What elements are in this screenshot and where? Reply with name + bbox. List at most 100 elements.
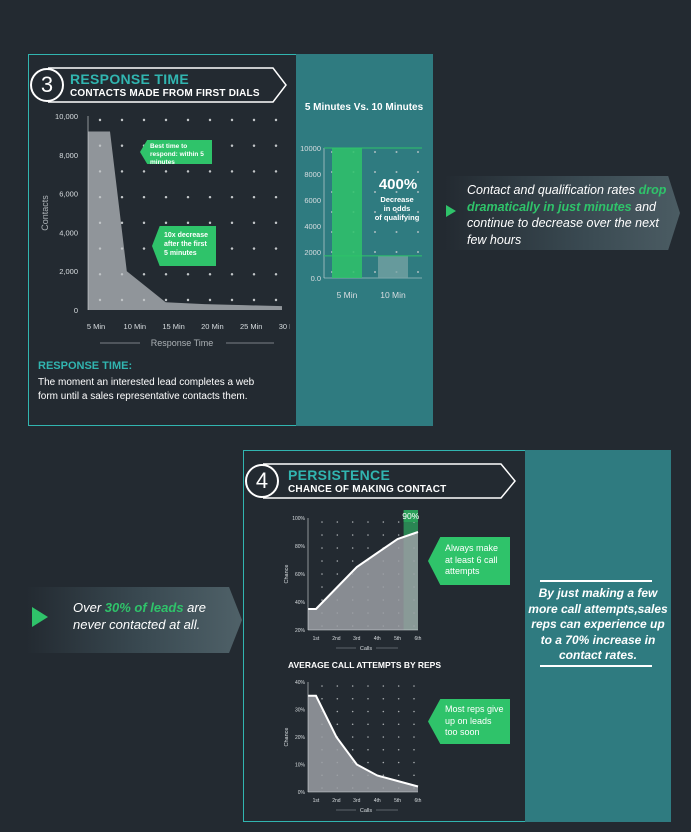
grid-dot-over <box>98 118 102 122</box>
grid-dot <box>374 171 376 173</box>
grid-dot <box>336 685 339 687</box>
grid-dot <box>395 231 398 233</box>
x-tick-label: 5th <box>394 636 401 642</box>
y-tick-label: 6000 <box>304 196 321 205</box>
y-tick-label: 4,000 <box>59 228 78 237</box>
grid-dot <box>351 723 354 726</box>
grid-dot <box>367 748 369 751</box>
grid-dot <box>367 697 369 700</box>
grid-dot-over <box>208 221 212 225</box>
grid-dot <box>397 710 400 713</box>
grid-dot <box>413 761 415 764</box>
y-tick-label: 80% <box>295 544 306 550</box>
section3-teal-panel <box>296 54 433 426</box>
grid-dot-over <box>164 170 168 173</box>
grid-dot <box>336 560 339 562</box>
grid-dot-over <box>230 170 234 173</box>
grid-dot <box>395 171 398 173</box>
grid-dot-over <box>274 273 278 276</box>
contact-rate-text: Contact and qualification rates drop dra… <box>467 182 677 248</box>
grid-dot-over <box>274 298 278 302</box>
section3-subtitle: CONTACTS MADE FROM FIRST DIALS <box>70 88 260 99</box>
grid-dot <box>397 761 400 764</box>
never-contacted-note <box>26 587 242 653</box>
grid-dot <box>397 723 400 726</box>
x-tick-label: 30 Min <box>279 322 290 331</box>
x-axis-title: Response Time <box>151 338 214 348</box>
grid-dot <box>417 251 419 253</box>
bar-1 <box>332 148 362 278</box>
x-tick-label: 20 Min <box>201 322 224 331</box>
grid-dot <box>395 151 398 153</box>
grid-dot <box>351 697 354 700</box>
grid-dot-over <box>98 247 102 250</box>
grid-dot-over <box>142 195 146 199</box>
y-tick-label: 0 <box>74 306 78 315</box>
y-tick-label: 10% <box>295 763 306 769</box>
grid-dot <box>374 251 376 253</box>
section4-teal-panel <box>525 450 671 822</box>
grid-dot-over <box>274 195 278 199</box>
x-tick-label: 6th <box>415 636 422 642</box>
grid-dot-over <box>208 298 212 302</box>
grid-dot <box>413 736 415 738</box>
grid-dot-over <box>186 195 190 199</box>
x-axis-title: Calls <box>360 646 372 652</box>
grid-dot <box>321 586 323 588</box>
contact-rate-note <box>444 176 680 250</box>
grid-dot-over <box>120 273 124 276</box>
grid-dot <box>382 685 385 687</box>
increase-divider-bottom <box>540 665 652 667</box>
grid-dot <box>382 736 385 738</box>
grid-dot <box>336 547 339 549</box>
grid-dot-over <box>164 221 168 225</box>
grid-dot <box>321 573 323 575</box>
grid-dot <box>367 547 369 549</box>
grid-dot <box>351 685 354 687</box>
grid-dot-over <box>142 247 146 250</box>
grid-dot <box>382 534 385 536</box>
grid-dot <box>336 697 339 700</box>
grid-dot <box>336 723 339 726</box>
y-tick-label: 100% <box>292 516 305 522</box>
grid-dot-over <box>120 195 124 199</box>
x-tick-label: 10 Min <box>380 290 406 300</box>
grid-dot <box>397 774 400 777</box>
x-tick-label: 6th <box>415 798 422 804</box>
x-tick-label: 1st <box>313 798 320 804</box>
grid-dot <box>395 191 398 193</box>
grid-dot <box>367 736 369 738</box>
grid-dot-over <box>230 118 234 122</box>
grid-dot-over <box>142 221 146 225</box>
grid-dot <box>351 547 354 549</box>
grid-dot <box>382 697 385 700</box>
grid-dot-over <box>164 273 168 276</box>
grid-dot <box>397 736 400 738</box>
y-tick-label: 10,000 <box>55 112 78 121</box>
annotation-text-line: Decrease <box>380 195 413 204</box>
x-tick-label: 5 Min <box>87 322 105 331</box>
y-tick-label: 8,000 <box>59 151 78 160</box>
section4-title: PERSISTENCE <box>288 467 391 483</box>
grid-dot <box>417 151 419 153</box>
grid-dot <box>397 685 400 687</box>
grid-dot-over <box>230 144 234 147</box>
attempts-line <box>308 694 419 788</box>
play-arrow-icon <box>446 205 456 217</box>
five-vs-ten-chart: 5 Minutes Vs. 10 Minutes 10000 8000 6000 400… <box>300 102 423 300</box>
never-contacted-pre: Over <box>73 600 105 615</box>
grid-dot <box>321 534 323 536</box>
grid-dot <box>367 723 369 726</box>
y-tick-label: 10000 <box>300 144 321 153</box>
avg-call-title: AVERAGE CALL ATTEMPTS BY REPS <box>288 660 442 670</box>
grid-dot-over <box>98 170 102 173</box>
grid-dot <box>321 547 323 549</box>
chance-of-contact-chart: 90% 100% 80% 60% 40% 20% 1st 2nd 3rd 4th 5th 6th Cha… <box>284 510 422 652</box>
grid-dot <box>413 748 415 751</box>
grid-dot <box>413 697 415 700</box>
grid-dot <box>367 685 369 687</box>
grid-dot <box>336 521 339 523</box>
decrease-callout: 10x decrease after the first 5 minutes <box>152 226 216 266</box>
chance-area <box>308 532 418 630</box>
grid-dot-over <box>142 170 146 173</box>
